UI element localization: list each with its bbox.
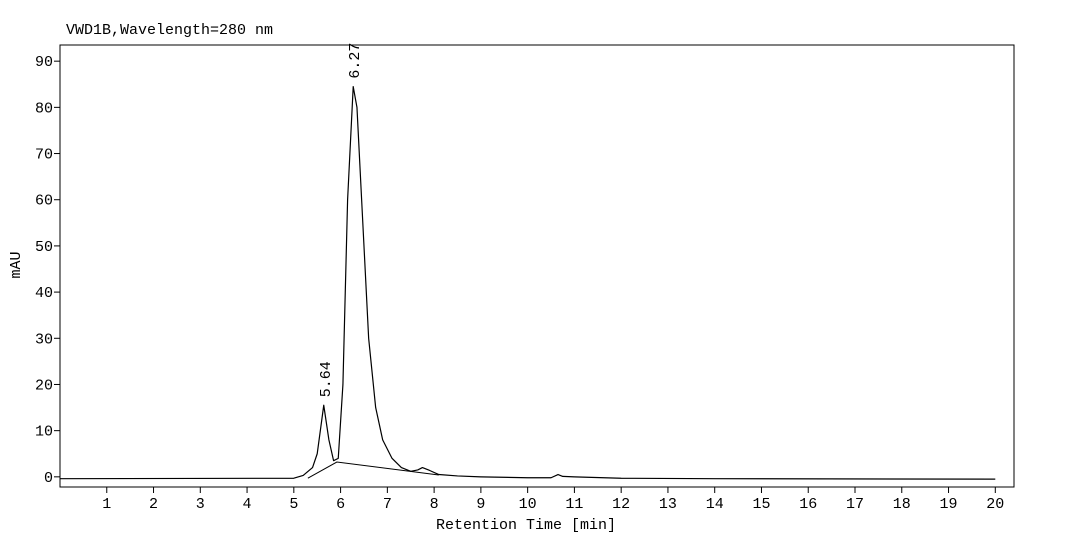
x-tick-label: 6 <box>336 496 345 513</box>
y-tick-label: 60 <box>35 193 53 210</box>
y-tick-label: 70 <box>35 147 53 164</box>
y-tick-label: 30 <box>35 331 53 348</box>
x-tick-label: 17 <box>846 496 864 513</box>
x-tick-label: 18 <box>893 496 911 513</box>
x-tick-label: 7 <box>383 496 392 513</box>
x-tick-label: 9 <box>476 496 485 513</box>
chart-title: VWD1B,Wavelength=280 nm <box>66 22 273 39</box>
peak-label: 5.64 <box>318 361 335 397</box>
y-tick-label: 40 <box>35 285 53 302</box>
y-tick-label: 50 <box>35 239 53 256</box>
x-tick-label: 4 <box>243 496 252 513</box>
x-tick-label: 2 <box>149 496 158 513</box>
x-tick-label: 11 <box>565 496 583 513</box>
x-tick-label: 5 <box>289 496 298 513</box>
y-axis-label: mAU <box>8 251 25 278</box>
y-tick-label: 0 <box>44 470 53 487</box>
x-tick-label: 20 <box>986 496 1004 513</box>
y-tick-label: 20 <box>35 377 53 394</box>
signal-line <box>59 85 996 480</box>
x-tick-label: 15 <box>752 496 770 513</box>
x-tick-label: 8 <box>430 496 439 513</box>
x-tick-label: 3 <box>196 496 205 513</box>
x-tick-label: 12 <box>612 496 630 513</box>
x-tick-label: 14 <box>706 496 724 513</box>
peak-label: 6.27 <box>347 43 364 79</box>
y-tick-label: 10 <box>35 424 53 441</box>
y-tick-label: 80 <box>35 100 53 117</box>
x-tick-label: 1 <box>102 496 111 513</box>
x-axis-label: Retention Time [min] <box>436 517 616 534</box>
x-tick-label: 16 <box>799 496 817 513</box>
plot-frame <box>59 44 1015 488</box>
integration-baseline <box>307 461 439 479</box>
x-tick-label: 19 <box>940 496 958 513</box>
x-tick-label: 10 <box>519 496 537 513</box>
y-tick-label: 90 <box>35 54 53 71</box>
x-tick-label: 13 <box>659 496 677 513</box>
